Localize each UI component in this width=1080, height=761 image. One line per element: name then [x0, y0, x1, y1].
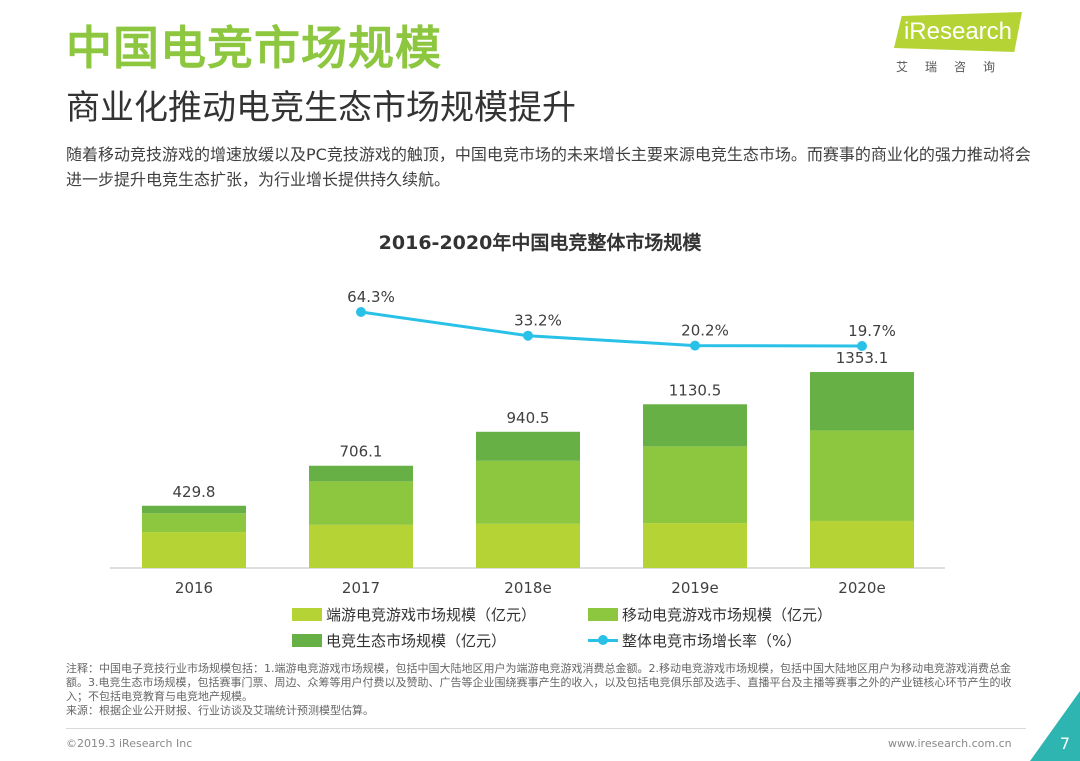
growth-label-2018e: 33.2%: [514, 312, 562, 330]
legend-line-growth: [588, 634, 618, 647]
bar-mobile-2018e: [476, 460, 580, 524]
bar-ecosystem-2020e: [810, 372, 914, 431]
bar-pc-2019e: [643, 523, 747, 568]
total-label-2016: 429.8: [173, 483, 216, 501]
bar-mobile-2016: [142, 513, 246, 533]
bar-mobile-2017: [309, 481, 413, 525]
logo-brand: iResearch: [903, 18, 1013, 45]
total-label-2020e: 1353.1: [836, 349, 889, 367]
page-number: 7: [1059, 734, 1070, 753]
legend-label-ecosystem: 电竞生态市场规模（亿元）: [326, 632, 507, 650]
growth-label-2020e: 19.7%: [848, 322, 896, 340]
legend-label-pc: 端游电竞游戏市场规模（亿元）: [326, 606, 537, 624]
page-subtitle: 商业化推动电竞生态市场规模提升: [66, 88, 576, 128]
notes-text: 注释：中国电子竞技行业市场规模包括：1.端游电竞游戏市场规模，包括中国大陆地区用…: [66, 662, 1012, 703]
page-title: 中国电竞市场规模: [66, 21, 442, 75]
x-tick-label-2020e: 2020e: [838, 579, 885, 597]
legend-swatch-ecosystem: [292, 634, 322, 647]
footer-website: www.iresearch.com.cn: [888, 737, 1012, 750]
logo-cn-text: 艾瑞咨询: [896, 60, 1013, 74]
bar-pc-2017: [309, 524, 413, 568]
x-tick-label-2016: 2016: [175, 579, 213, 597]
legend-swatch-pc: [292, 608, 322, 621]
total-label-2017: 706.1: [340, 443, 383, 461]
footer-divider: [66, 728, 1026, 729]
footer-copyright: ©2019.3 iResearch Inc: [66, 737, 193, 750]
chart-legend: 端游电竞游戏市场规模（亿元） 移动电竞游戏市场规模（亿元） 电竞生态市场规模（亿…: [292, 604, 852, 652]
growth-rate-line: [360, 310, 863, 348]
growth-label-2019e: 20.2%: [681, 322, 729, 340]
intro-paragraph: 随着移动竞技游戏的增速放缓以及PC竞技游戏的触顶，中国电竞市场的未来增长主要来源…: [66, 145, 1031, 189]
bar-ecosystem-2019e: [643, 404, 747, 447]
legend-label-mobile: 移动电竞游戏市场规模（亿元）: [622, 606, 833, 624]
source-text: 来源：根据企业公开财报、行业访谈及艾瑞统计预测模型估算。: [66, 704, 374, 717]
growth-label-2017: 64.3%: [347, 288, 395, 306]
legend-item-ecosystem: 电竞生态市场规模（亿元）: [292, 630, 506, 651]
growth-point-2017: [356, 307, 366, 317]
legend-swatch-mobile: [588, 608, 618, 621]
bar-mobile-2019e: [643, 446, 747, 524]
growth-point-2020e: [857, 341, 867, 351]
bar-pc-2016: [142, 532, 246, 568]
bar-ecosystem-2016: [142, 505, 246, 514]
legend-item-pc: 端游电竞游戏市场规模（亿元）: [292, 604, 536, 625]
x-tick-label-2017: 2017: [342, 579, 380, 597]
stacked-bar-chart: 429.8 2016 706.1 2017 940.5 2018e 1130.5 2019e 1…: [110, 288, 945, 597]
bar-pc-2018e: [476, 523, 580, 568]
logo-badge: [894, 12, 1022, 52]
corner-accent: [1030, 691, 1080, 761]
bar-ecosystem-2018e: [476, 431, 580, 461]
x-tick-label-2018e: 2018e: [504, 579, 551, 597]
notes-block: 注释：中国电子竞技行业市场规模包括：1.端游电竞游戏市场规模，包括中国大陆地区用…: [66, 662, 1026, 718]
growth-point-2018e: [523, 330, 533, 341]
x-tick-label-2019e: 2019e: [671, 579, 718, 597]
chart-title: 2016-2020年中国电竞整体市场规模: [378, 232, 702, 254]
total-label-2019e: 1130.5: [669, 381, 722, 399]
growth-point-2019e: [690, 340, 700, 351]
legend-item-growth: 整体电竞市场增长率（%）: [588, 630, 801, 651]
bar-pc-2020e: [810, 520, 914, 568]
total-label-2018e: 940.5: [507, 409, 550, 427]
legend-item-mobile: 移动电竞游戏市场规模（亿元）: [588, 604, 832, 625]
iresearch-logo: iResearch 艾瑞咨询: [888, 8, 1028, 74]
bar-mobile-2020e: [810, 430, 914, 521]
legend-label-growth: 整体电竞市场增长率（%）: [622, 632, 802, 650]
bar-ecosystem-2017: [309, 465, 413, 482]
